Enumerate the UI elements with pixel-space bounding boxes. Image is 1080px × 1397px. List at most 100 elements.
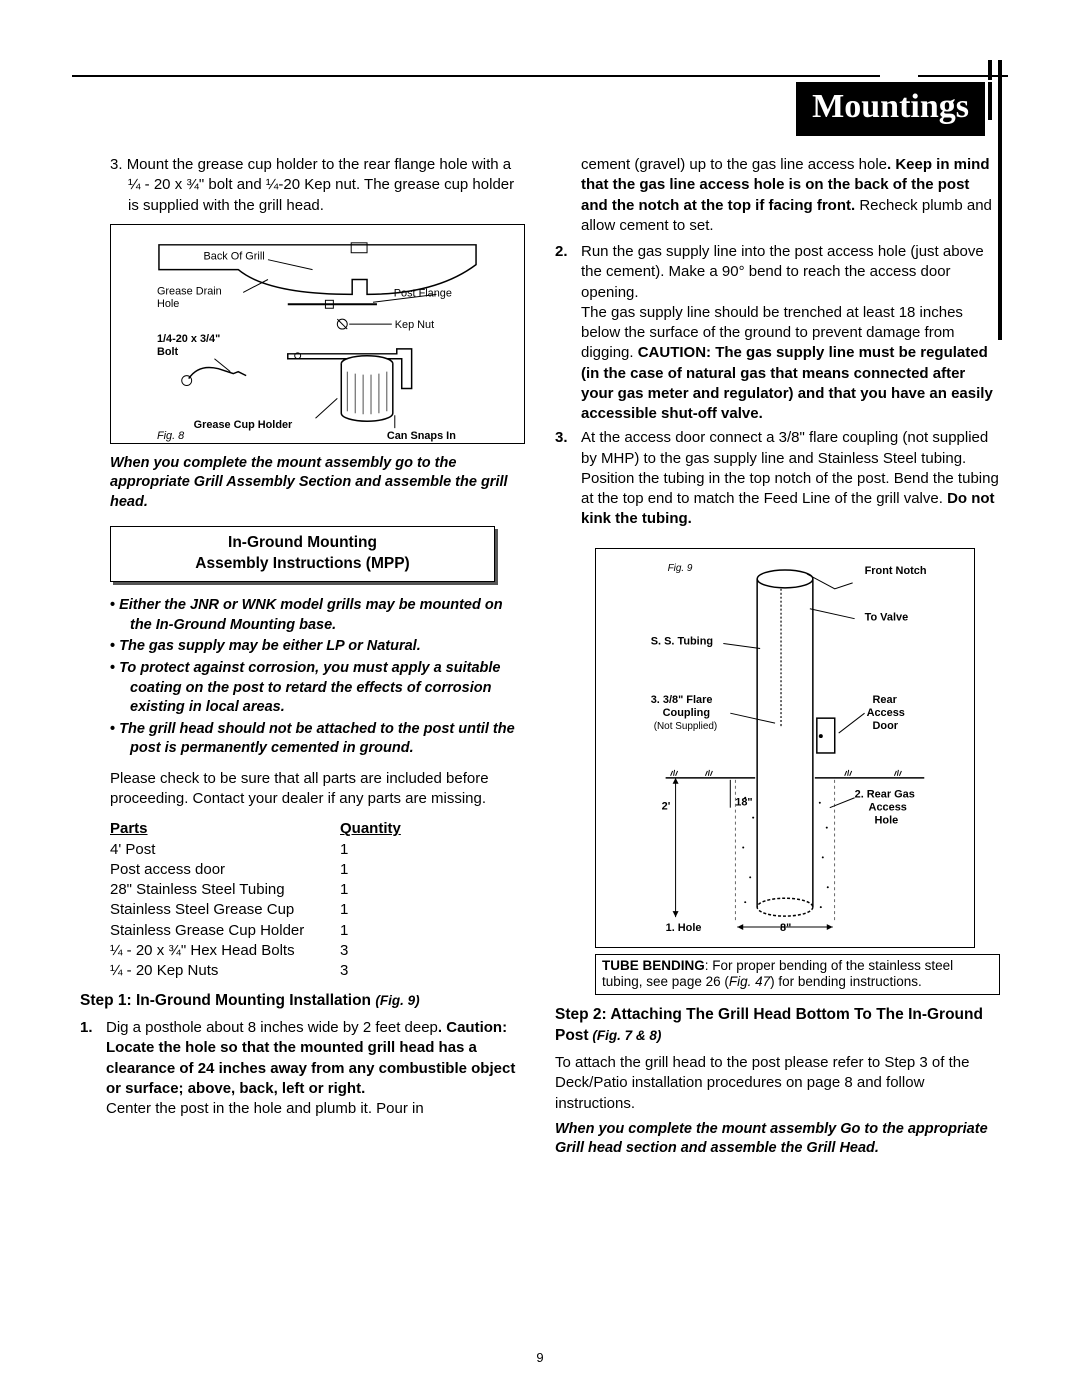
parts-header-qty: Quantity (340, 819, 410, 839)
item-number: 2. (555, 242, 581, 424)
svg-text:Fig. 9: Fig. 9 (668, 562, 693, 573)
svg-text:Grease Cup Holder: Grease Cup Holder (194, 419, 293, 431)
parts-row: Post access door1 (110, 860, 525, 880)
svg-text:8": 8" (780, 922, 791, 934)
part-name: Stainless Steel Grease Cup (110, 900, 340, 920)
svg-text:Access: Access (867, 707, 905, 719)
step-2-body: To attach the grill head to the post ple… (555, 1053, 1000, 1114)
section-line-1: In-Ground Mounting (115, 533, 490, 554)
figure-8-caption: When you complete the mount assembly go … (110, 454, 525, 513)
parts-row: ¼ - 20 Kep Nuts3 (110, 961, 525, 981)
part-qty: 3 (340, 961, 410, 981)
svg-text:Fig. 8: Fig. 8 (157, 430, 184, 442)
tube-note-text: ) for bending instructions. (770, 974, 922, 989)
item-text: Dig a posthole about 8 inches wide by 2 … (106, 1018, 525, 1119)
part-qty: 3 (340, 941, 410, 961)
header-vbar (998, 60, 1002, 120)
parts-row: Stainless Grease Cup Holder1 (110, 921, 525, 941)
step-2-heading: Step 2: Attaching The Grill Head Bottom … (555, 1005, 1000, 1047)
parts-header-parts: Parts (110, 819, 340, 839)
right-column: cement (gravel) up to the gas line acces… (555, 155, 1000, 1159)
svg-text:Door: Door (873, 720, 899, 732)
parts-row: Stainless Steel Grease Cup1 (110, 900, 525, 920)
check-parts-text: Please check to be sure that all parts a… (110, 769, 525, 810)
part-name: 4' Post (110, 840, 340, 860)
part-name: 28" Stainless Steel Tubing (110, 880, 340, 900)
svg-text:Back Of Grill: Back Of Grill (204, 250, 265, 262)
item-number: 1. (80, 1018, 106, 1119)
text-plain: cement (gravel) up to the gas line acces… (581, 156, 887, 173)
top-horizontal-rule (72, 75, 880, 77)
parts-header-row: Parts Quantity (110, 819, 525, 839)
tube-note-head: TUBE BENDING (602, 958, 705, 973)
step-1-figref: (Fig. 9) (375, 993, 419, 1008)
svg-text:Hole: Hole (875, 814, 899, 826)
svg-text:2. Rear Gas: 2. Rear Gas (855, 788, 915, 800)
svg-text:To Valve: To Valve (865, 611, 909, 623)
part-qty: 1 (340, 840, 410, 860)
in-ground-section-heading: In-Ground Mounting Assembly Instructions… (110, 526, 495, 582)
svg-text:Coupling: Coupling (663, 707, 710, 719)
part-qty: 1 (340, 860, 410, 880)
svg-text:18": 18" (735, 796, 752, 808)
tube-note-figref: Fig. 47 (729, 974, 770, 989)
svg-text:Post Flange: Post Flange (394, 287, 452, 299)
step-1-item-1-continued: cement (gravel) up to the gas line acces… (555, 155, 1000, 236)
text-plain: Dig a posthole about 8 inches wide by 2 … (106, 1019, 438, 1036)
page-number: 9 (0, 1349, 1080, 1367)
svg-text:Can Snaps In: Can Snaps In (387, 430, 456, 442)
svg-text:1/4-20 x 3/4": 1/4-20 x 3/4" (157, 333, 220, 345)
step-1-item-3: 3. At the access door connect a 3/8" fla… (555, 428, 1000, 529)
part-qty: 1 (340, 900, 410, 920)
notes-bullets: Either the JNR or WNK model grills may b… (110, 596, 525, 759)
text-bold: CAUTION: The gas supply line must be reg… (581, 344, 993, 422)
part-qty: 1 (340, 921, 410, 941)
item-text: Run the gas supply line into the post ac… (581, 242, 1000, 424)
part-name: Stainless Grease Cup Holder (110, 921, 340, 941)
svg-text:(Not Supplied): (Not Supplied) (654, 721, 718, 732)
parts-row: 4' Post1 (110, 840, 525, 860)
text-plain: At the access door connect a 3/8" flare … (581, 429, 999, 507)
bullet-item: The grill head should not be attached to… (110, 720, 525, 759)
part-name: ¼ - 20 Kep Nuts (110, 961, 340, 981)
text-plain: Run the gas supply line into the post ac… (581, 243, 984, 301)
parts-row: 28" Stainless Steel Tubing1 (110, 880, 525, 900)
step-1-title: Step 1: In-Ground Mounting Installation (80, 992, 371, 1009)
svg-text:1. Hole: 1. Hole (666, 922, 702, 934)
tube-bending-note: TUBE BENDING: For proper bending of the … (595, 954, 1000, 996)
svg-text:Front Notch: Front Notch (865, 564, 927, 576)
step-1-heading: Step 1: In-Ground Mounting Installation … (80, 991, 525, 1012)
item-number: 3. (110, 156, 123, 173)
figure-8: Back Of Grill Grease Drain Hole Post Fla… (110, 224, 525, 444)
parts-row: ¼ - 20 x ¾" Hex Head Bolts3 (110, 941, 525, 961)
parts-table: Parts Quantity 4' Post1 Post access door… (110, 819, 525, 981)
content-columns: 3. Mount the grease cup holder to the re… (80, 155, 1000, 1159)
step-1-item-2: 2. Run the gas supply line into the post… (555, 242, 1000, 424)
svg-text:S. S. Tubing: S. S. Tubing (651, 635, 713, 647)
figure-9: Fig. 9 Front Notch To Valve S. S. Tubing… (595, 548, 975, 948)
bullet-item: The gas supply may be either LP or Natur… (110, 637, 525, 657)
section-line-2: Assembly Instructions (MPP) (115, 554, 490, 575)
item-text: Mount the grease cup holder to the rear … (127, 156, 514, 214)
part-qty: 1 (340, 880, 410, 900)
header-vbar (988, 82, 992, 120)
step-1-item-1: 1. Dig a posthole about 8 inches wide by… (80, 1018, 525, 1119)
svg-text:Access: Access (869, 801, 907, 813)
item-number: 3. (555, 428, 581, 529)
left-column: 3. Mount the grease cup holder to the re… (80, 155, 525, 1159)
text-plain: Center the post in the hole and plumb it… (106, 1100, 424, 1117)
bullet-item: Either the JNR or WNK model grills may b… (110, 596, 525, 635)
svg-text:2': 2' (662, 800, 671, 812)
step-2-figref: (Fig. 7 & 8) (589, 1028, 662, 1043)
svg-text:Rear: Rear (873, 694, 898, 706)
figure-9-wrap: Fig. 9 Front Notch To Valve S. S. Tubing… (595, 548, 1000, 996)
page-title: Mountings (796, 82, 985, 136)
svg-text:Grease Drain: Grease Drain (157, 285, 222, 297)
part-name: ¼ - 20 x ¾" Hex Head Bolts (110, 941, 340, 961)
part-name: Post access door (110, 860, 340, 880)
right-footer-note: When you complete the mount assembly Go … (555, 1120, 1000, 1159)
svg-text:Kep Nut: Kep Nut (395, 319, 434, 331)
svg-text:3. 3/8" Flare: 3. 3/8" Flare (651, 694, 713, 706)
svg-text:Bolt: Bolt (157, 346, 179, 358)
header-vbar (988, 60, 992, 80)
